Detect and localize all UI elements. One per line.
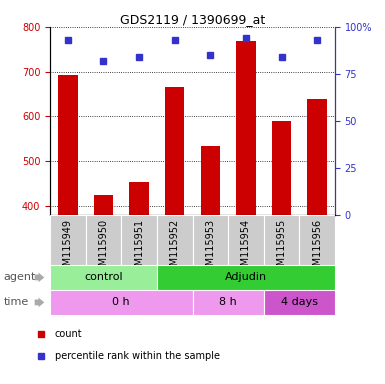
Bar (58, 75, 78, 215)
Title: GDS2119 / 1390699_at: GDS2119 / 1390699_at (120, 13, 265, 26)
Bar (307, 99, 327, 215)
Text: 8 h: 8 h (219, 297, 237, 308)
Bar (157, 265, 335, 290)
Text: GSM115953: GSM115953 (205, 219, 215, 278)
Text: GSM115950: GSM115950 (99, 219, 109, 278)
Bar (264, 215, 300, 265)
Bar (129, 182, 149, 215)
Bar (50, 290, 192, 315)
Bar (157, 215, 192, 265)
Bar (300, 215, 335, 265)
Text: percentile rank within the sample: percentile rank within the sample (55, 351, 219, 361)
Text: 4 days: 4 days (281, 297, 318, 308)
Text: control: control (84, 272, 123, 283)
Bar (50, 265, 157, 290)
Text: GSM115952: GSM115952 (170, 219, 180, 278)
Bar (94, 195, 113, 215)
Bar (272, 121, 291, 215)
Text: GSM115955: GSM115955 (276, 219, 286, 278)
Bar (201, 146, 220, 215)
Bar (228, 215, 264, 265)
Text: time: time (4, 297, 29, 308)
Bar (236, 41, 256, 215)
Bar (192, 215, 228, 265)
Bar (121, 215, 157, 265)
Bar (50, 215, 85, 265)
Text: count: count (55, 329, 82, 339)
Text: GSM115951: GSM115951 (134, 219, 144, 278)
Text: Adjudin: Adjudin (225, 272, 267, 283)
Text: GSM115954: GSM115954 (241, 219, 251, 278)
Text: GSM115956: GSM115956 (312, 219, 322, 278)
Bar (85, 215, 121, 265)
Text: GSM115949: GSM115949 (63, 219, 73, 278)
Bar (165, 88, 184, 215)
Bar (264, 290, 335, 315)
Text: 0 h: 0 h (112, 297, 130, 308)
Bar (192, 290, 264, 315)
Text: agent: agent (4, 272, 36, 283)
